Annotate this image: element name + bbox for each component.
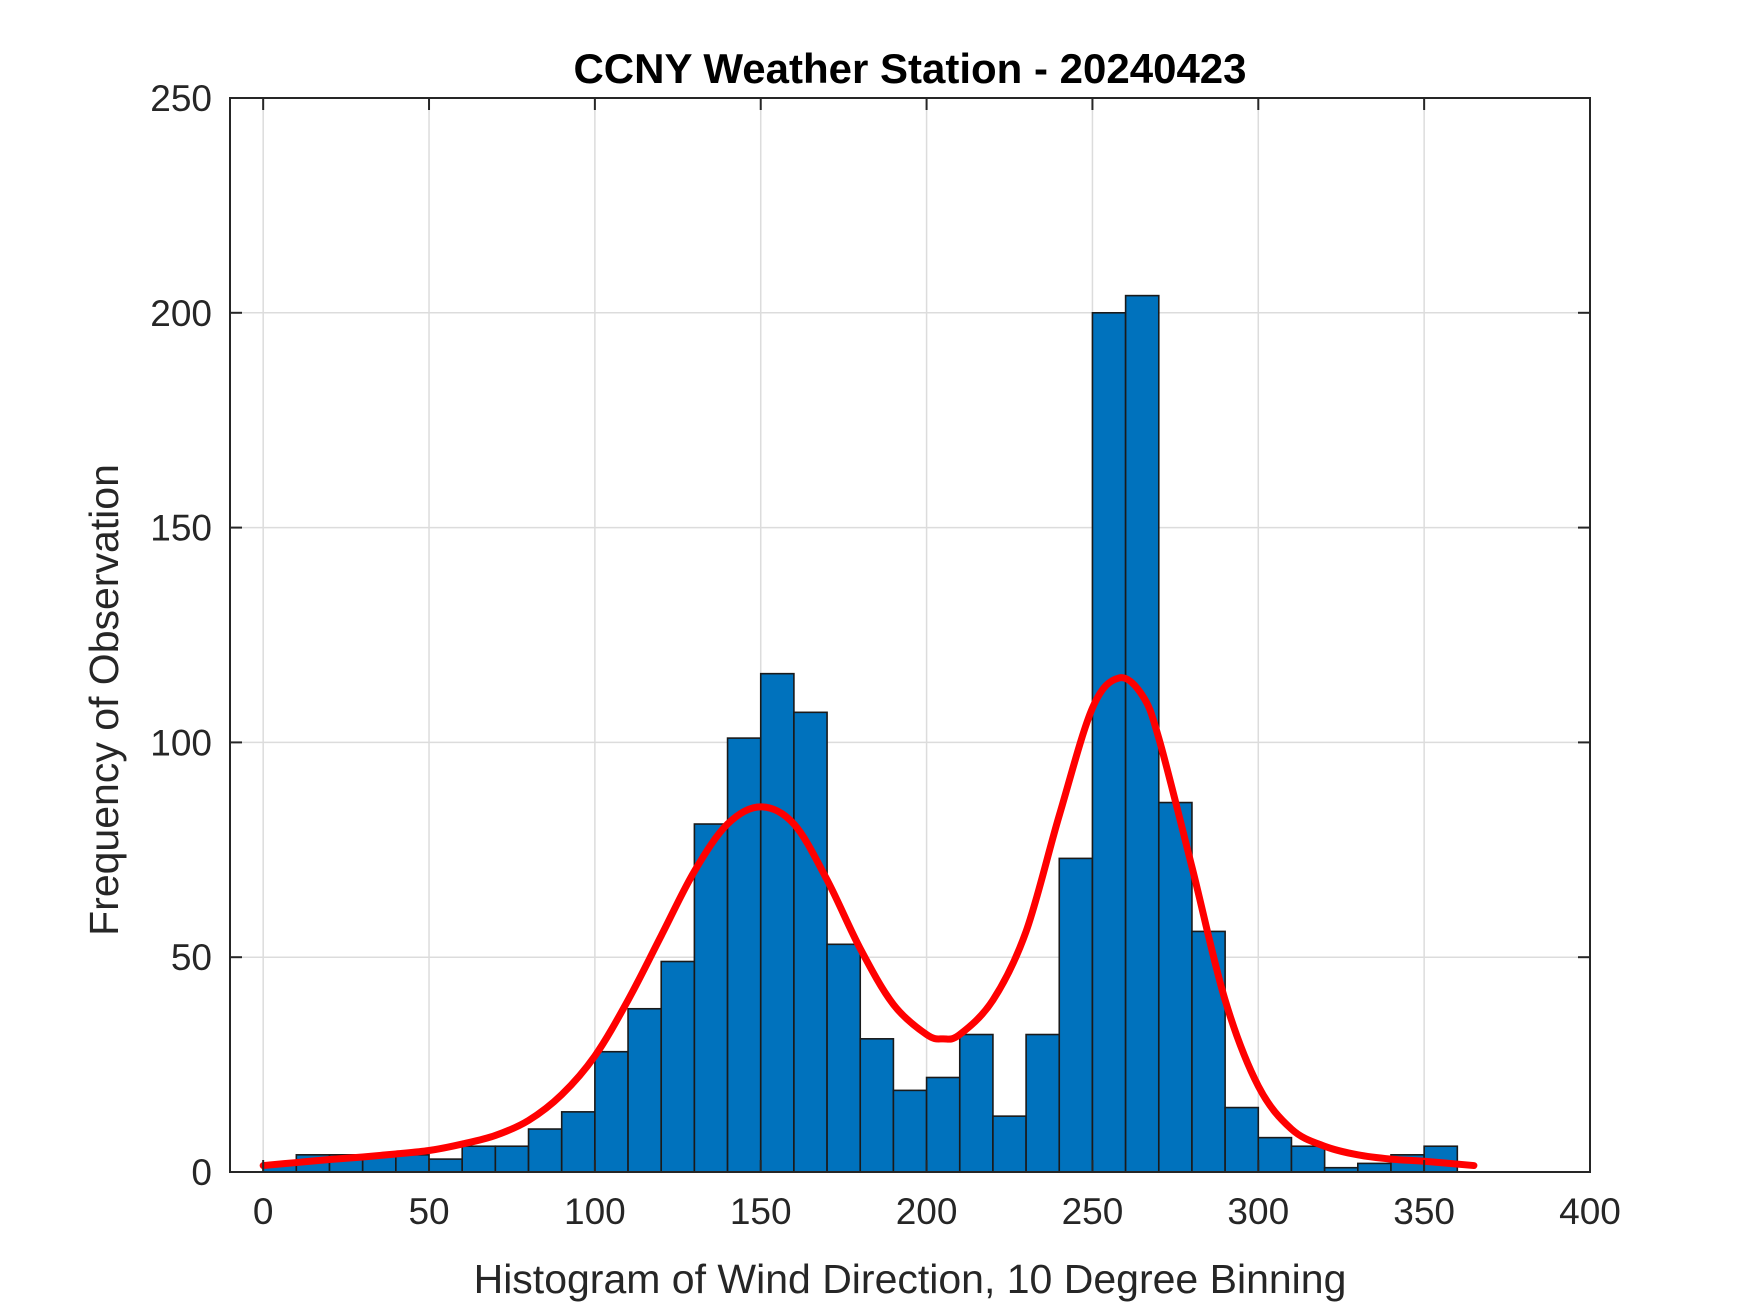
bar-170-180 [826, 943, 862, 1173]
bar-240-250 [1058, 857, 1094, 1173]
bar-180-190 [859, 1038, 895, 1173]
axes-frame [229, 97, 1591, 1173]
histogram-bars [262, 294, 1459, 1173]
x-tick-label-100: 100 [564, 1191, 626, 1232]
x-tick-label-400: 400 [1559, 1191, 1621, 1232]
bar-230-240 [1025, 1033, 1061, 1173]
x-tick-label-250: 250 [1062, 1191, 1124, 1232]
bar-200-210 [925, 1076, 961, 1173]
bar-270-280 [1157, 801, 1193, 1173]
bar-70-80 [494, 1145, 530, 1173]
x-tick-label-0: 0 [253, 1191, 274, 1232]
bar-80-90 [527, 1128, 563, 1173]
plot-frame [229, 97, 1591, 1173]
bar-130-140 [693, 823, 729, 1173]
bar-330-340 [1357, 1162, 1392, 1173]
bar-120-130 [660, 960, 696, 1173]
y-tick-label-100: 100 [150, 722, 212, 763]
y-tick-label-200: 200 [150, 293, 212, 334]
fit-curve [259, 674, 1478, 1170]
grid-lines [230, 97, 1591, 1173]
y-tick-label-150: 150 [150, 508, 212, 549]
bar-260-270 [1124, 294, 1160, 1173]
bar-90-100 [560, 1111, 596, 1173]
y-axis-ticks: 0 50 100 150 200 250 [150, 78, 1590, 1193]
bar-220-230 [992, 1115, 1027, 1173]
bar-310-320 [1290, 1145, 1326, 1173]
x-tick-label-200: 200 [896, 1191, 958, 1232]
y-tick-label-50: 50 [171, 937, 212, 978]
bar-280-290 [1191, 930, 1226, 1173]
bar-210-220 [958, 1033, 994, 1173]
x-axis-ticks: 0 50 100 150 200 250 300 350 400 [253, 98, 1621, 1232]
bar-110-120 [627, 1007, 663, 1173]
bar-250-260 [1091, 311, 1127, 1173]
bar-150-160 [759, 672, 795, 1173]
bar-300-310 [1257, 1136, 1293, 1173]
fit-curve-layer [259, 674, 1478, 1170]
bar-50-60 [428, 1158, 463, 1173]
y-axis-label: Frequency of Observation [81, 464, 127, 936]
x-axis-label: Histogram of Wind Direction, 10 Degree B… [474, 1256, 1347, 1302]
x-tick-label-350: 350 [1393, 1191, 1455, 1232]
bar-140-150 [726, 737, 762, 1173]
bar-40-50 [395, 1154, 430, 1173]
bar-160-170 [793, 711, 828, 1173]
bar-290-300 [1224, 1106, 1260, 1173]
y-tick-label-0: 0 [191, 1152, 212, 1193]
chart-title: CCNY Weather Station - 20240423 [573, 45, 1246, 92]
bar-60-70 [461, 1145, 497, 1173]
bar-190-200 [892, 1089, 928, 1173]
x-tick-label-50: 50 [408, 1191, 449, 1232]
x-tick-label-300: 300 [1227, 1191, 1289, 1232]
x-tick-label-150: 150 [730, 1191, 792, 1232]
bar-100-110 [594, 1050, 629, 1173]
y-tick-label-250: 250 [150, 78, 212, 119]
